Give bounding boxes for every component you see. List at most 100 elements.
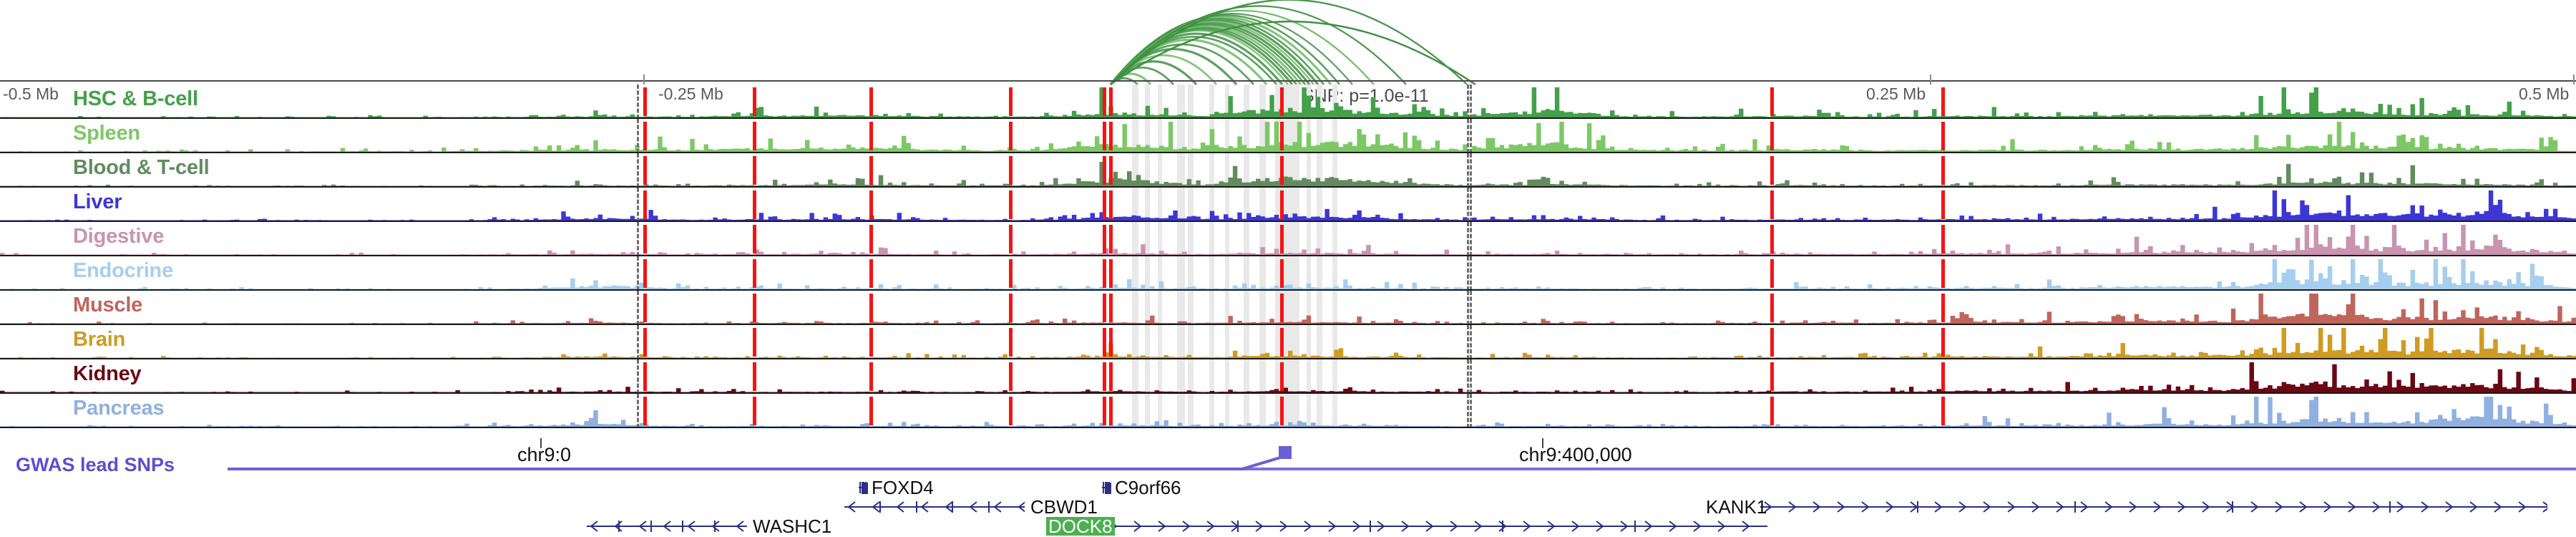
signal-bars <box>0 328 2576 358</box>
snp-marker-line <box>1941 87 1945 116</box>
snp-marker-line <box>1770 190 1774 219</box>
highlight-band <box>1317 291 1322 325</box>
highlight-band <box>1244 325 1249 359</box>
highlight-band <box>1132 84 1138 119</box>
gray-dashed-marker <box>637 153 639 188</box>
highlight-band <box>1244 84 1249 119</box>
snp-marker-line <box>1280 328 1284 357</box>
highlight-band <box>1132 325 1138 359</box>
track-label-brain[interactable]: Brain <box>73 328 126 351</box>
gwas-track-label: GWAS lead SNPs <box>16 454 175 475</box>
gene-label-kank1[interactable]: KANK1 <box>1706 496 1767 518</box>
highlight-band <box>1225 222 1229 256</box>
track-baseline <box>0 221 2576 222</box>
highlight-band <box>1225 188 1229 222</box>
signal-bars <box>0 87 2576 117</box>
snp-marker-line <box>753 294 756 322</box>
snp-marker-line <box>1109 328 1113 357</box>
highlight-band <box>1177 359 1185 394</box>
track-label-liver[interactable]: Liver <box>73 190 122 213</box>
highlight-band <box>1145 325 1150 359</box>
axis-tick-label: -0.5 Mb <box>3 84 59 103</box>
snp-marker-line <box>1941 362 1945 391</box>
gene-body[interactable] <box>1760 498 2547 516</box>
snp-marker-line <box>1770 362 1774 391</box>
track-label-blood-t-cell[interactable]: Blood & T-cell <box>73 156 210 179</box>
gene-label-foxd4[interactable]: FOXD4 <box>872 477 934 498</box>
track-baseline <box>0 427 2576 428</box>
track-label-pancreas[interactable]: Pancreas <box>73 397 165 420</box>
snp-marker-line <box>1109 87 1113 116</box>
highlight-band <box>1177 119 1185 153</box>
highlight-band <box>1332 153 1337 188</box>
signal-bars <box>0 225 2576 255</box>
axis-tick-label: -0.25 Mb <box>658 84 723 103</box>
track-baseline <box>0 358 2576 359</box>
highlight-band <box>1332 291 1337 325</box>
gene-label-c9orf66[interactable]: C9orf66 <box>1115 477 1181 498</box>
highlight-band <box>1158 188 1162 222</box>
highlight-band <box>1332 394 1337 428</box>
signal-profile <box>0 397 2576 427</box>
snp-marker-line <box>643 259 647 288</box>
snp-marker-line <box>643 294 647 322</box>
snp-marker-line <box>1009 87 1013 116</box>
highlight-band <box>1332 119 1337 153</box>
track-label-endocrine[interactable]: Endocrine <box>73 259 173 282</box>
snp-marker-line <box>1009 362 1013 391</box>
chromatin-loop-arcs <box>1109 0 1476 86</box>
track-label-kidney[interactable]: Kidney <box>73 362 142 385</box>
highlight-band <box>1259 153 1266 188</box>
track-row: Digestive <box>0 222 2576 256</box>
gray-dashed-marker <box>637 222 639 256</box>
coordinate-tick <box>540 438 542 448</box>
track-label-hsc-b-cell[interactable]: HSC & B-cell <box>73 87 198 110</box>
track-baseline <box>0 186 2576 188</box>
gray-dashed-marker <box>1467 359 1469 394</box>
gwas-lead-snp-marker[interactable] <box>1279 446 1292 459</box>
highlight-band <box>1307 359 1311 394</box>
signal-profile <box>0 87 2576 117</box>
highlight-band <box>1259 291 1266 325</box>
track-label-spleen[interactable]: Spleen <box>73 122 140 145</box>
snp-marker-line <box>1280 294 1284 322</box>
gene-label-washc1[interactable]: WASHC1 <box>753 516 832 537</box>
gene-body[interactable] <box>1102 478 1111 497</box>
snp-pvalue-annotation: SNP: p=1.0e-11 <box>1302 86 1429 106</box>
snp-marker-line <box>753 156 756 185</box>
highlight-band <box>1317 188 1322 222</box>
gene-body[interactable] <box>859 478 867 497</box>
highlight-band <box>1188 394 1194 428</box>
gray-dashed-marker <box>1470 394 1472 428</box>
highlight-band <box>1259 256 1266 291</box>
axis-tick-mark <box>1930 74 1931 84</box>
highlight-band <box>1317 394 1322 428</box>
highlight-band <box>1259 119 1266 153</box>
gene-body[interactable] <box>1106 517 1767 536</box>
snp-marker-line <box>1009 259 1013 288</box>
snp-marker-line <box>643 225 647 253</box>
track-label-digestive[interactable]: Digestive <box>73 225 165 248</box>
track-row: Endocrine <box>0 256 2576 291</box>
highlight-band <box>1225 359 1229 394</box>
track-label-muscle[interactable]: Muscle <box>73 294 143 316</box>
snp-marker-line <box>1280 225 1284 253</box>
highlight-band <box>1177 256 1185 291</box>
highlight-band <box>1177 325 1185 359</box>
highlight-band <box>1317 119 1322 153</box>
highlight-band <box>1158 256 1162 291</box>
gene-label-dock8[interactable]: DOCK8 <box>1046 517 1115 536</box>
snp-marker-line <box>1109 122 1113 150</box>
gray-dashed-marker <box>1470 325 1472 359</box>
highlight-band <box>1332 256 1337 291</box>
axis-tick-mark <box>2573 74 2575 84</box>
gene-body[interactable] <box>587 517 747 536</box>
highlight-band <box>1177 84 1185 119</box>
signal-bars <box>0 362 2576 392</box>
snp-marker-line <box>1103 190 1106 219</box>
gray-dashed-marker <box>1470 222 1472 256</box>
highlight-band <box>1145 222 1150 256</box>
gene-body[interactable] <box>844 498 1025 516</box>
chromatin-loop-arc-outer <box>1110 20 1476 85</box>
gene-label-cbwd1[interactable]: CBWD1 <box>1030 496 1098 518</box>
